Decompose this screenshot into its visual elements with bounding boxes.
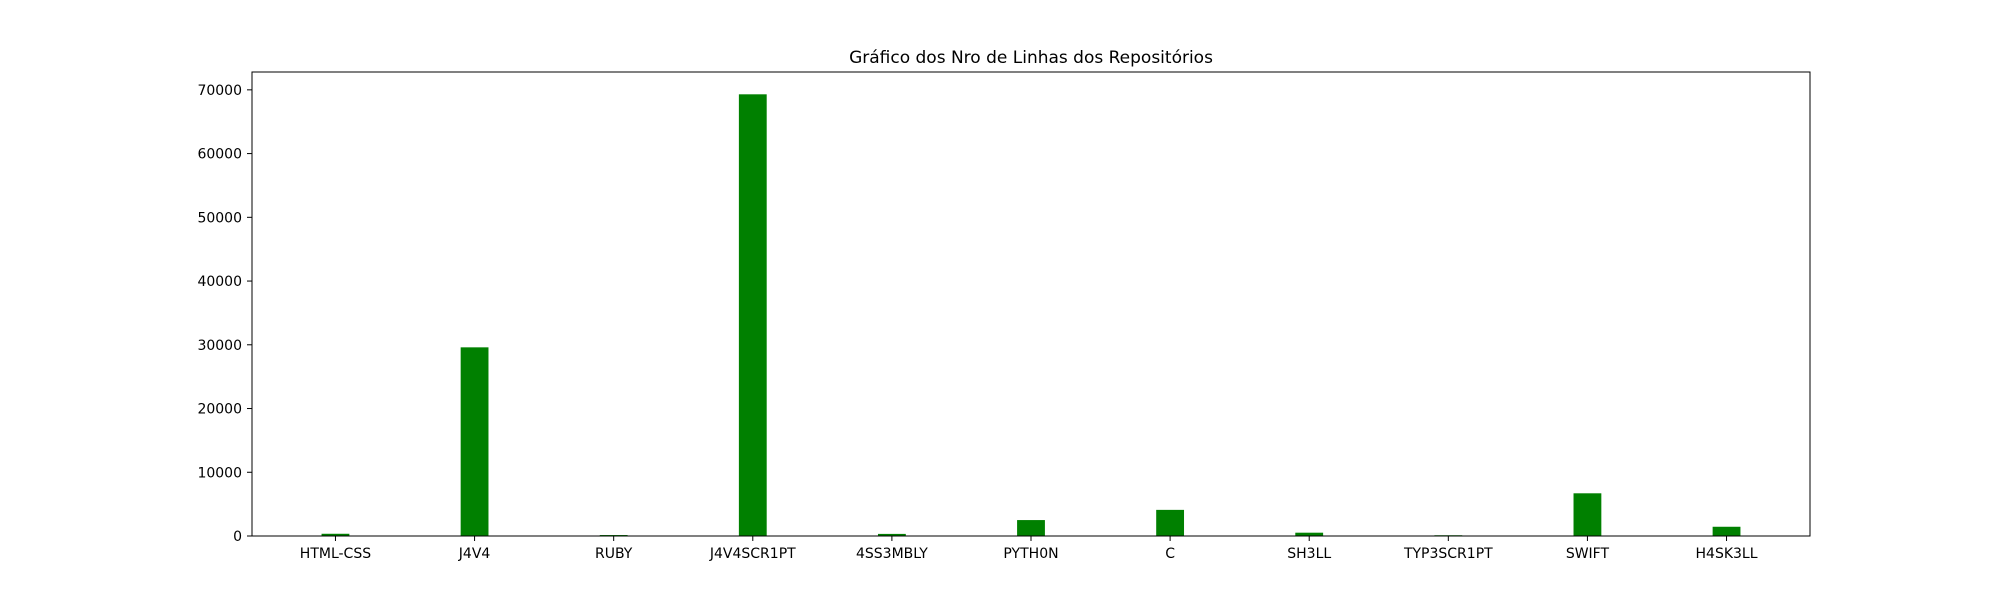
x-tick-label: J4V4SCR1PT: [709, 546, 796, 562]
x-tick-label: C: [1165, 546, 1175, 562]
bar-pyth0n: [1017, 520, 1045, 536]
bar-swift: [1573, 493, 1602, 536]
bar-c: [1156, 509, 1185, 536]
bar-sh3ll: [1295, 532, 1324, 536]
x-tick-label: J4V4: [458, 546, 491, 562]
y-tick-label: 0: [233, 529, 242, 545]
plot-frame: [251, 71, 1811, 537]
x-tick-label: TYP3SCR1PT: [1403, 546, 1493, 562]
y-axis: 0 10000 20000 30000 40000 50000 60000 70000: [197, 83, 252, 545]
y-tick-label: 30000: [197, 338, 242, 354]
bar-j4v4scr1pt: [738, 94, 767, 536]
x-tick-label: 4SS3MBLY: [856, 546, 928, 562]
x-tick-label: HTML-CSS: [300, 546, 371, 562]
y-tick-label: 20000: [197, 402, 242, 418]
y-tick-label: 50000: [197, 210, 242, 226]
x-axis: HTML-CSS J4V4 RUBY J4V4SCR1PT 4SS3MBLY PYTH0N…: [300, 536, 1758, 562]
x-tick-label: PYTH0N: [1003, 546, 1058, 562]
y-tick-label: 70000: [197, 83, 242, 99]
x-tick-label: SH3LL: [1287, 546, 1331, 562]
chart-title: Gráfico dos Nro de Linhas dos Repositóri…: [849, 48, 1213, 68]
x-tick-label: RUBY: [595, 546, 633, 562]
x-tick-label: H4SK3LL: [1696, 546, 1758, 562]
bar-4ss3mbly: [877, 533, 906, 536]
bar-h4sk3ll: [1712, 526, 1741, 536]
y-tick-label: 10000: [197, 465, 242, 481]
bars-layer: [321, 94, 1741, 536]
x-tick-label: SWIFT: [1566, 546, 1610, 562]
bar-j4v4: [460, 347, 489, 536]
bar-html-css: [321, 533, 350, 536]
y-tick-label: 40000: [197, 274, 242, 290]
y-tick-label: 60000: [197, 147, 242, 163]
